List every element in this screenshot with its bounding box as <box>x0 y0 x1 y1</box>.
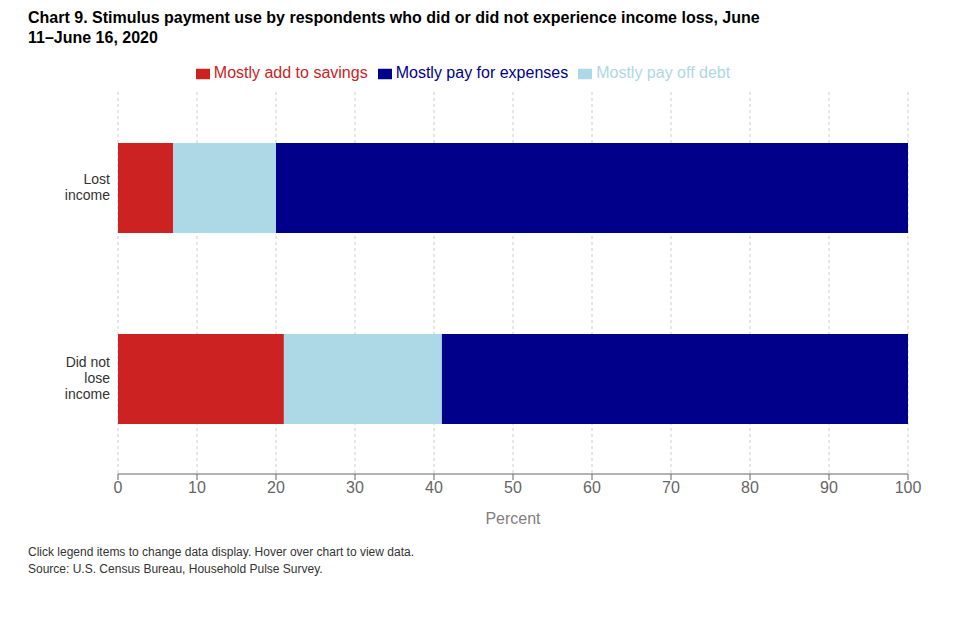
svg-text:Percent: Percent <box>485 510 541 527</box>
html-text:Chart 9. Stimulus payment use: Chart 9. Stimulus payment use by respond… <box>28 9 760 26</box>
svg-text:60: 60 <box>583 479 601 496</box>
svg-text:70: 70 <box>662 479 680 496</box>
svg-text:10: 10 <box>188 479 206 496</box>
svg-text:100: 100 <box>895 479 922 496</box>
svg-text:40: 40 <box>425 479 443 496</box>
svg-text:Lostincome: Lostincome <box>65 170 110 202</box>
svg-text:30: 30 <box>346 479 364 496</box>
html-text:Mostly pay for expenses: Mostly pay for expenses <box>395 64 569 81</box>
html-text:Source: U.S. Census Bureau, Ho: Source: U.S. Census Bureau, Household Pu… <box>28 562 323 576</box>
html-text:Mostly add to savings: Mostly add to savings <box>213 64 368 81</box>
svg-text:0: 0 <box>114 479 123 496</box>
svg-text:80: 80 <box>741 479 759 496</box>
svg-text:Did notloseincome: Did notloseincome <box>65 353 110 401</box>
svg-text:20: 20 <box>267 479 285 496</box>
html-text:Click legend items to change d: Click legend items to change data displa… <box>28 545 414 559</box>
svg-text:90: 90 <box>820 479 838 496</box>
html-text:Mostly pay off debt: Mostly pay off debt <box>596 64 731 81</box>
svg-text:50: 50 <box>504 479 522 496</box>
html-text:11–June 16, 2020: 11–June 16, 2020 <box>28 29 158 46</box>
